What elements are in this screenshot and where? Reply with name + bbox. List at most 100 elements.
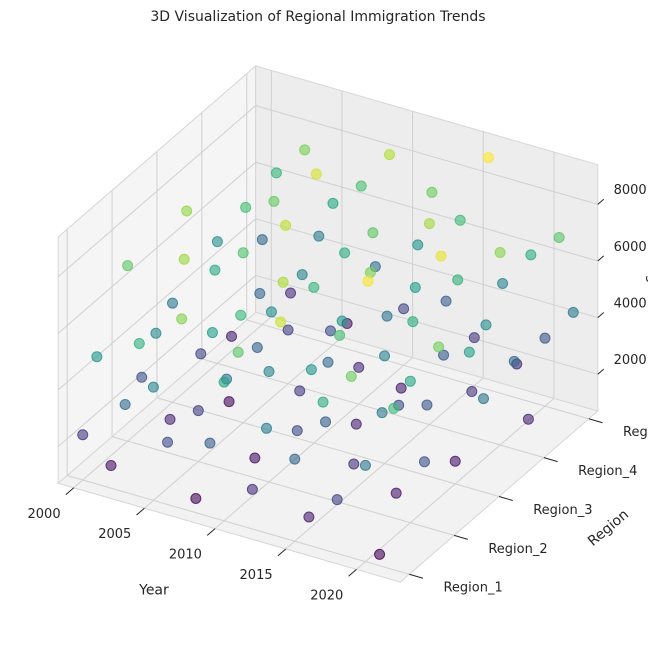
data-point	[167, 297, 179, 309]
data-point	[275, 316, 287, 328]
grid-line	[111, 436, 455, 536]
data-point	[322, 356, 334, 368]
data-point	[359, 459, 371, 471]
data-point	[376, 407, 388, 419]
tick-mark	[409, 573, 424, 579]
data-point	[426, 186, 438, 198]
data-point	[235, 309, 247, 321]
data-point	[463, 346, 475, 358]
data-point	[218, 376, 230, 388]
data-point	[482, 152, 494, 164]
data-point	[418, 456, 430, 468]
tick-mark	[498, 496, 513, 501]
data-point	[133, 337, 145, 349]
data-point	[211, 236, 223, 248]
data-point	[350, 418, 362, 430]
data-point	[282, 324, 294, 336]
data-point	[263, 366, 275, 378]
data-point	[147, 381, 159, 393]
data-point	[435, 250, 447, 262]
data-point	[494, 246, 506, 258]
data-point	[522, 413, 534, 425]
data-point	[249, 452, 261, 464]
data-point	[452, 274, 464, 286]
data-point	[525, 249, 537, 261]
x-tick-label: 2000	[28, 507, 61, 522]
data-point	[122, 260, 134, 272]
data-point	[251, 341, 263, 353]
data-point	[327, 197, 339, 209]
data-point	[105, 460, 117, 472]
data-point	[209, 264, 221, 276]
tick-mark	[206, 528, 216, 536]
data-point	[162, 436, 174, 448]
data-point	[412, 239, 424, 251]
grid-line	[57, 105, 257, 278]
grid-line	[246, 319, 589, 420]
data-point	[497, 277, 509, 289]
data-point	[268, 195, 280, 207]
data-point	[204, 437, 216, 449]
data-point	[336, 315, 348, 327]
data-point	[438, 349, 450, 361]
data-point	[254, 288, 266, 300]
data-point	[317, 396, 329, 408]
data-point	[348, 458, 360, 470]
data-point	[466, 386, 478, 398]
tick-mark	[65, 487, 75, 496]
chart-title: 3D Visualization of Regional Immigration…	[150, 9, 485, 25]
data-point	[324, 325, 336, 337]
data-point	[320, 416, 332, 428]
data-point	[195, 348, 207, 360]
data-point	[345, 370, 357, 382]
grid-line	[57, 275, 257, 447]
y-tick-label: Region_3	[533, 503, 592, 518]
grid-line	[201, 358, 545, 459]
data-point	[294, 385, 306, 397]
x-tick-label: 2010	[169, 548, 202, 563]
data-point	[291, 425, 303, 437]
data-point	[77, 429, 89, 441]
data-point	[265, 306, 277, 318]
data-point	[508, 355, 520, 367]
data-point	[192, 405, 204, 417]
data-point	[305, 364, 317, 376]
data-point	[381, 310, 393, 322]
data-point	[567, 306, 579, 318]
data-point	[331, 494, 343, 506]
data-point	[303, 511, 315, 523]
tick-mark	[348, 569, 357, 577]
data-point	[404, 375, 416, 387]
data-point	[277, 276, 289, 288]
data-point	[240, 201, 252, 213]
data-point	[270, 167, 282, 179]
data-point	[449, 455, 461, 467]
grid-line	[57, 161, 257, 334]
data-point	[353, 361, 365, 373]
data-point	[178, 253, 190, 265]
z-axis-label: Number of Immigrants	[645, 161, 648, 320]
grid-line	[156, 397, 500, 498]
data-point	[374, 548, 386, 560]
data-point	[480, 319, 492, 331]
x-tick-label: 2015	[240, 568, 273, 583]
data-point	[339, 247, 351, 259]
data-point	[384, 149, 396, 161]
data-point	[299, 144, 311, 156]
data-point	[206, 327, 218, 339]
data-point	[407, 316, 419, 328]
y-tick-label: Region_2	[488, 542, 547, 557]
x-axis-label: Year	[138, 583, 169, 599]
grid-line	[57, 218, 257, 391]
data-point	[308, 281, 320, 293]
data-point	[136, 371, 148, 383]
data-point	[398, 303, 410, 315]
z-tick-label: 8000	[614, 183, 647, 198]
tick-mark	[597, 368, 605, 375]
tick-mark	[588, 418, 603, 424]
data-point	[390, 487, 402, 499]
data-point	[190, 492, 202, 504]
data-point	[310, 168, 322, 180]
data-point	[285, 287, 297, 299]
